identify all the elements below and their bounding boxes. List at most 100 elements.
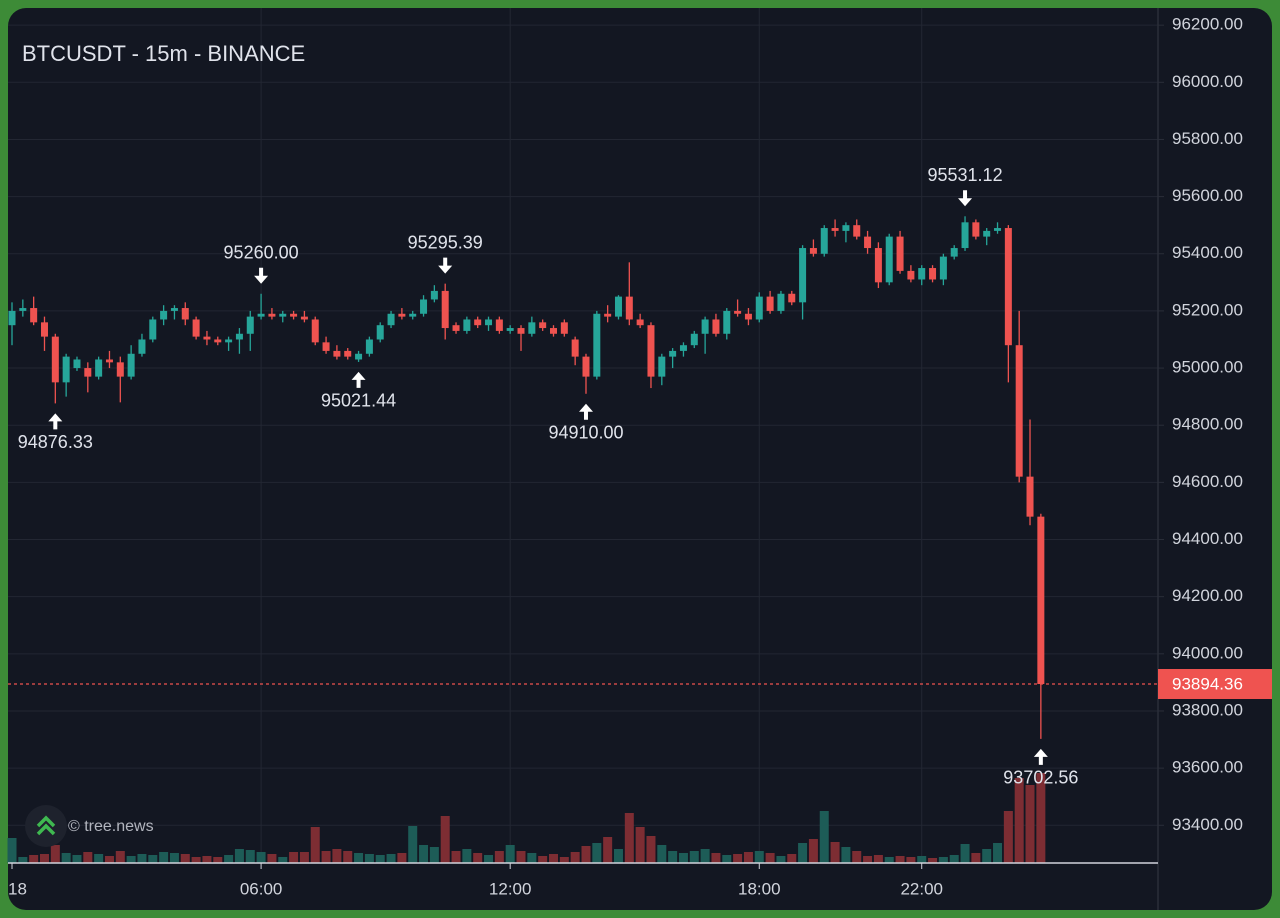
volume-bar <box>538 856 548 863</box>
volume-bar <box>321 851 331 863</box>
y-tick-label: 95800.00 <box>1172 129 1243 148</box>
volume-bar <box>516 851 526 863</box>
candle-body <box>116 362 124 377</box>
volume-bar <box>29 855 39 863</box>
candle-body <box>961 222 969 249</box>
candle-body <box>160 310 168 320</box>
candle-body <box>441 290 449 329</box>
candle-body <box>679 345 687 351</box>
candle-body <box>192 319 200 337</box>
volume-bar <box>798 843 808 863</box>
candle-body <box>636 319 644 326</box>
y-tick-label: 94000.00 <box>1172 643 1243 662</box>
annotation-label: 94876.33 <box>18 432 93 452</box>
volume-bar <box>61 853 71 863</box>
candle-body <box>73 359 81 369</box>
grid <box>8 8 1158 863</box>
y-tick-label: 94200.00 <box>1172 586 1243 605</box>
candle-body <box>311 319 319 343</box>
candle-body <box>398 313 406 317</box>
candle-body <box>30 308 38 323</box>
volume-bar <box>603 837 613 863</box>
candle-body <box>344 350 352 357</box>
candle-body <box>939 256 947 280</box>
candle-body <box>430 290 438 300</box>
volume-bar <box>137 854 147 863</box>
logo-icon <box>36 815 56 836</box>
candle-body <box>365 339 373 354</box>
volume-bar <box>776 856 786 863</box>
volume-bar <box>613 849 623 863</box>
volume-bar <box>419 845 429 863</box>
candle-body <box>376 325 384 340</box>
y-tick-label: 95600.00 <box>1172 186 1243 205</box>
candle-body <box>669 350 677 357</box>
candle-body <box>105 359 113 363</box>
candle-body <box>528 322 536 334</box>
volume-bar <box>592 843 602 863</box>
candle-body <box>874 248 882 283</box>
volume-bar <box>928 858 938 863</box>
candle-body <box>604 313 612 317</box>
volume-bar <box>873 855 883 863</box>
annotation-label: 95531.12 <box>928 165 1003 185</box>
candle-body <box>918 268 926 280</box>
volume-bar <box>949 855 959 863</box>
candle-body <box>701 319 709 334</box>
volume-bar <box>473 853 483 863</box>
candle-body <box>225 339 233 343</box>
volume-bar <box>852 851 862 863</box>
volume-bar <box>884 857 894 863</box>
volume-bar <box>917 856 927 863</box>
annotation-label: 95021.44 <box>321 391 396 411</box>
volume-bar <box>126 856 136 863</box>
volume-bar <box>765 853 775 863</box>
volume-bar <box>700 849 710 863</box>
volume-bar <box>289 852 299 863</box>
candle-body <box>799 248 807 303</box>
y-tick-label: 96200.00 <box>1172 15 1243 34</box>
volume-bar <box>169 853 179 863</box>
volume-bar <box>819 811 829 863</box>
annotation-arrow <box>438 257 453 274</box>
volume-bar <box>7 838 17 863</box>
y-tick-label: 94600.00 <box>1172 472 1243 491</box>
candle-body <box>127 353 135 377</box>
volume-bar <box>191 857 201 863</box>
y-tick-label: 93600.00 <box>1172 758 1243 777</box>
candle-body <box>734 310 742 314</box>
volume-bar <box>841 847 851 863</box>
volume-layer <box>7 773 1046 863</box>
candle-body <box>517 328 525 334</box>
candle-body <box>842 225 850 231</box>
last-price-box <box>1158 669 1272 700</box>
candle-body <box>8 310 16 326</box>
candle-body <box>929 268 937 280</box>
y-tick-label: 93400.00 <box>1172 815 1243 834</box>
y-tick-label: 93800.00 <box>1172 700 1243 719</box>
volume-bar <box>971 853 981 863</box>
volume-bar <box>429 847 439 863</box>
candle-body <box>235 333 243 340</box>
chart-title: BTCUSDT - 15m - BINANCE <box>22 41 305 66</box>
annotation-arrow <box>254 267 269 284</box>
x-tick-label: 22:00 <box>900 879 943 898</box>
volume-bar <box>159 852 169 863</box>
candle-body <box>333 350 341 357</box>
volume-bar <box>484 855 494 863</box>
volume-bar <box>39 854 49 863</box>
candle-body <box>723 310 731 334</box>
watermark: © tree.news <box>68 818 154 835</box>
candle-body <box>181 308 189 320</box>
annotation-layer: 94876.33 95260.00 95021.44 95295.39 94910.00… <box>8 165 1158 788</box>
annotation-arrow <box>48 413 63 430</box>
candle-body <box>1026 476 1034 517</box>
candle-body <box>138 339 146 354</box>
candle-body <box>409 313 417 317</box>
volume-bar <box>830 842 840 863</box>
volume-bar <box>202 856 212 863</box>
candle-body <box>19 308 27 311</box>
volume-bar <box>646 836 656 863</box>
